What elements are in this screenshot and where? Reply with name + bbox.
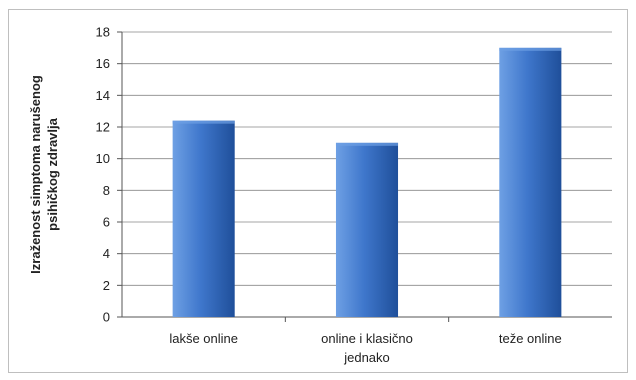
bar-top-highlight [172, 120, 235, 124]
x-category-label: teže online [499, 331, 562, 346]
y-tick-label: 10 [96, 151, 110, 166]
bar [499, 47, 562, 317]
y-tick-labels: 0 2 4 6 8 10 12 14 16 18 [96, 25, 122, 325]
bar [335, 142, 399, 317]
y-tick-label: 12 [96, 120, 110, 135]
y-axis-title: Izraženost simptoma narušenog psihičkog z… [28, 75, 60, 274]
y-tick-label: 4 [103, 246, 110, 261]
x-category-label: online i klasično jednako [321, 331, 413, 365]
x-category-label: lakše online [169, 331, 238, 346]
bar-top-highlight [335, 142, 399, 146]
y-tick-label: 14 [96, 88, 110, 103]
bar-top-highlight [499, 47, 562, 51]
y-tick-label: 16 [96, 56, 110, 71]
bar [172, 120, 235, 318]
y-axis-label: Izraženost simptoma narušenog psihičkog z… [28, 75, 60, 274]
x-category-labels: lakše online online i klasično jednako teže… [169, 331, 561, 365]
y-tick-label: 2 [103, 278, 110, 293]
bars [172, 47, 562, 318]
y-tick-label: 0 [103, 310, 110, 325]
y-tick-label: 8 [103, 183, 110, 198]
y-tick-label: 18 [96, 25, 110, 40]
y-tick-label: 6 [103, 215, 110, 230]
